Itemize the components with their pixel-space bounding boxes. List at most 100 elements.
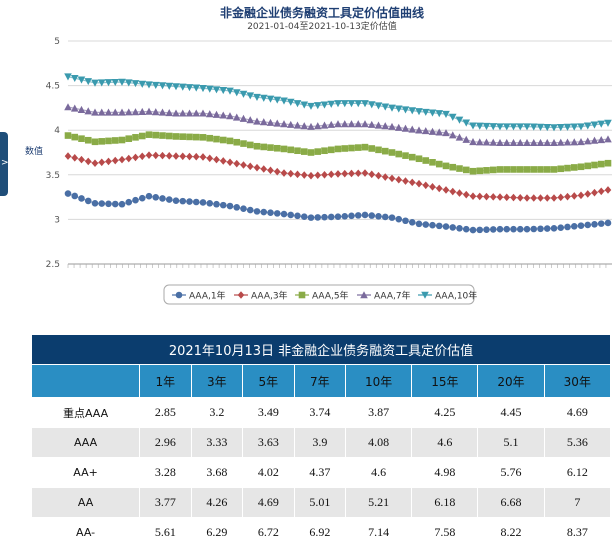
data-point [84, 136, 92, 144]
data-point [334, 145, 342, 153]
data-point [476, 226, 484, 234]
y-tick-label: 3 [54, 215, 60, 225]
table-cell: 7 [543, 487, 612, 518]
data-point [590, 136, 599, 144]
data-point [564, 223, 571, 231]
data-point [287, 211, 295, 219]
data-point [152, 151, 160, 160]
data-point [186, 133, 193, 141]
data-point [132, 196, 139, 204]
data-point [361, 169, 369, 177]
data-point [118, 136, 126, 144]
table-cell: 4.26 [190, 487, 244, 518]
side-panel-tab-arrow: > [1, 158, 9, 168]
data-point [124, 79, 133, 87]
data-point [469, 226, 477, 234]
table-row-label: 重点AAA [30, 397, 141, 428]
table-cell: 7.14 [345, 517, 413, 548]
data-point [577, 191, 585, 200]
data-point [327, 170, 335, 179]
data-point [429, 221, 436, 229]
data-point [266, 95, 275, 103]
data-point [408, 218, 416, 226]
legend-marker [421, 291, 429, 299]
table-cell: 4.45 [477, 397, 545, 428]
data-point [286, 98, 295, 106]
data-point [530, 194, 538, 202]
data-point [111, 200, 119, 208]
data-point [165, 196, 173, 203]
data-point [530, 166, 538, 173]
data-point [159, 132, 166, 139]
data-point [435, 110, 444, 118]
data-point [570, 223, 578, 230]
data-point [469, 137, 477, 146]
series-1 [64, 151, 612, 202]
data-point [421, 127, 430, 135]
data-point [577, 123, 585, 131]
data-point [253, 208, 261, 215]
data-point [307, 171, 315, 180]
data-point [145, 131, 153, 138]
table-cell: 6.12 [543, 457, 612, 488]
legend-item[interactable]: AAA,3年 [234, 290, 288, 302]
table-row-label: AAA [30, 427, 141, 458]
legend-item[interactable]: AAA,10年 [418, 290, 477, 302]
data-point [489, 123, 498, 131]
data-point [158, 82, 167, 90]
table-header-cell: 5年 [242, 364, 295, 398]
data-point [543, 138, 552, 146]
data-point [550, 138, 558, 146]
data-point [381, 147, 389, 155]
data-point [422, 157, 430, 164]
data-point [70, 74, 79, 83]
table-header-cell: 3年 [190, 364, 244, 398]
data-point [260, 165, 268, 173]
data-point [469, 122, 477, 130]
data-point [280, 97, 288, 105]
legend[interactable]: AAA,1年 AAA,3年 AAA,5年 AAA,7年 AAA,10年 [163, 284, 477, 305]
data-point [570, 123, 579, 131]
data-point [300, 148, 308, 155]
legend-item[interactable]: AAA,7年 [357, 290, 411, 302]
data-point [165, 82, 174, 90]
data-point [428, 127, 437, 135]
data-point [604, 135, 612, 143]
data-point [503, 166, 511, 173]
y-tick-label: 4 [54, 126, 60, 136]
data-point [361, 211, 369, 219]
chart-subtitle: 2021-01-04至2021-10-13定价估值 [247, 20, 397, 32]
side-panel-tab[interactable]: > [0, 132, 9, 196]
data-point [138, 194, 146, 202]
y-tick-label: 2.5 [46, 260, 60, 270]
data-point [347, 120, 356, 128]
data-point [408, 178, 416, 187]
data-point [213, 135, 220, 143]
table-cell: 3.49 [242, 397, 295, 428]
legend-item[interactable]: AAA,5年 [295, 290, 349, 302]
table-cell: 3.87 [345, 397, 413, 428]
legend-item[interactable]: AAA,1年 [172, 290, 226, 302]
data-point [456, 225, 463, 232]
table-header-cell: 30年 [543, 364, 612, 398]
data-point [97, 79, 106, 87]
data-point [564, 164, 571, 172]
table-row: AA- 5.61 6.29 6.72 6.92 7.14 7.58 8.22 8.37 [30, 517, 612, 548]
data-point [374, 102, 383, 110]
data-point [226, 112, 234, 120]
data-point [543, 225, 551, 232]
data-point [260, 143, 268, 151]
data-point [597, 135, 606, 144]
data-point [240, 161, 247, 169]
data-point [267, 166, 274, 175]
data-point [259, 94, 268, 102]
data-point [294, 170, 301, 179]
data-point [340, 100, 349, 108]
data-point [448, 131, 457, 139]
data-point [239, 114, 248, 122]
data-point [273, 167, 281, 176]
data-point [97, 108, 106, 116]
data-point [489, 138, 498, 146]
data-point [239, 90, 248, 98]
data-point [307, 149, 315, 156]
